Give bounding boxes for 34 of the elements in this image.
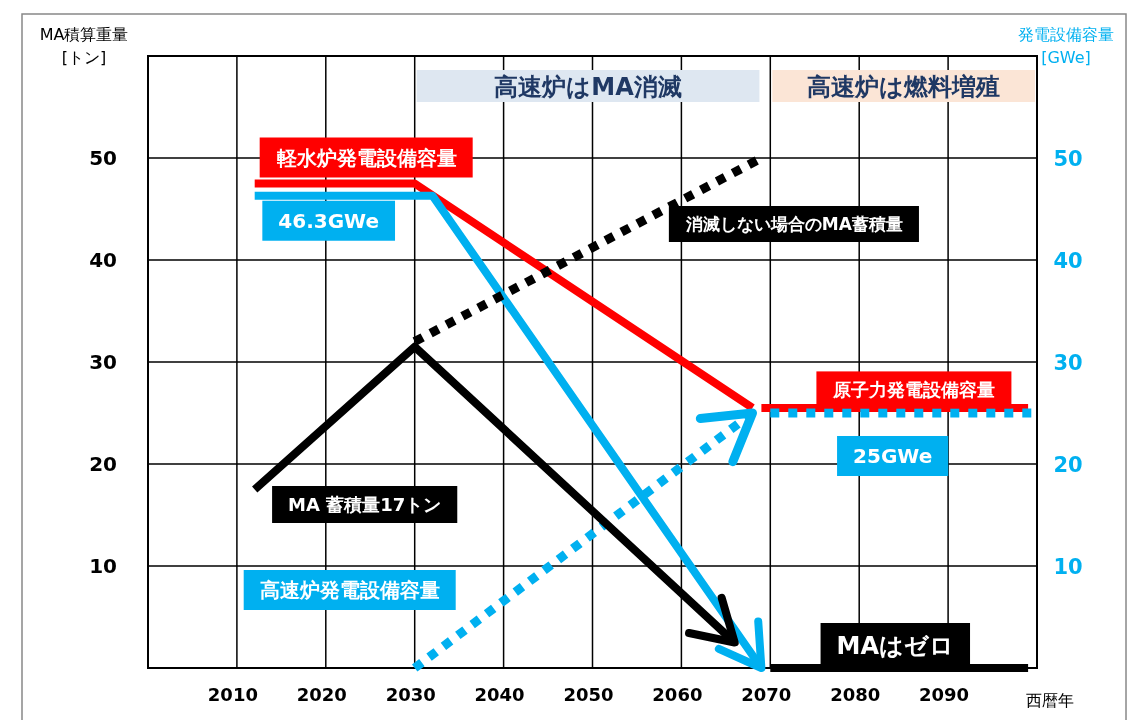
y2-tick-label: 40 bbox=[1053, 249, 1083, 273]
annotation: 25GWe bbox=[853, 444, 933, 469]
annotation: 46.3GWe bbox=[262, 200, 395, 241]
y-tick-label: 30 bbox=[89, 350, 117, 374]
series-label: MAはゼロ bbox=[836, 631, 955, 660]
series-label: MA 蓄積量17トン bbox=[288, 493, 442, 515]
series-label: 高速炉発電設備容量 bbox=[259, 578, 440, 603]
x-tick-label: 2050 bbox=[563, 684, 614, 705]
annotation: 46.3GWe bbox=[278, 208, 380, 233]
y2-tick-label: 10 bbox=[1053, 555, 1083, 579]
annotation: 25GWe bbox=[837, 436, 949, 476]
series-label: 原子力発電設備容量 bbox=[832, 379, 996, 401]
x-tick-label: 2030 bbox=[385, 684, 436, 705]
y-tick-label: 50 bbox=[89, 146, 117, 170]
x-tick-label: 2020 bbox=[296, 684, 347, 705]
band-label: 高速炉は燃料増殖 bbox=[807, 73, 1001, 101]
y-axis-title: MA積算重量 [トン] bbox=[39, 25, 129, 67]
x-tick-label: 2090 bbox=[919, 684, 970, 705]
x-tick-label: 2080 bbox=[830, 684, 881, 705]
x-tick-label: 2040 bbox=[474, 684, 525, 705]
series-label: 軽水炉発電設備容量 bbox=[275, 145, 457, 170]
y2-tick-label: 50 bbox=[1053, 147, 1083, 171]
y2-axis-title: 発電設備容量 [GWe] bbox=[1018, 25, 1114, 67]
series-label: 消滅しない場合のMA蓄積量 bbox=[684, 214, 903, 235]
x-axis-title: 西暦年 bbox=[1026, 691, 1074, 710]
band-label: 高速炉はMA消滅 bbox=[494, 73, 682, 101]
x-tick-label: 2010 bbox=[207, 684, 258, 705]
y2-tick-label: 20 bbox=[1053, 453, 1083, 477]
x-tick-label: 2070 bbox=[741, 684, 792, 705]
x-tick-label: 2060 bbox=[652, 684, 703, 705]
y2-tick-label: 30 bbox=[1053, 351, 1083, 375]
y-tick-label: 10 bbox=[89, 554, 117, 578]
y-tick-label: 20 bbox=[89, 452, 117, 476]
y-tick-label: 40 bbox=[89, 248, 117, 272]
